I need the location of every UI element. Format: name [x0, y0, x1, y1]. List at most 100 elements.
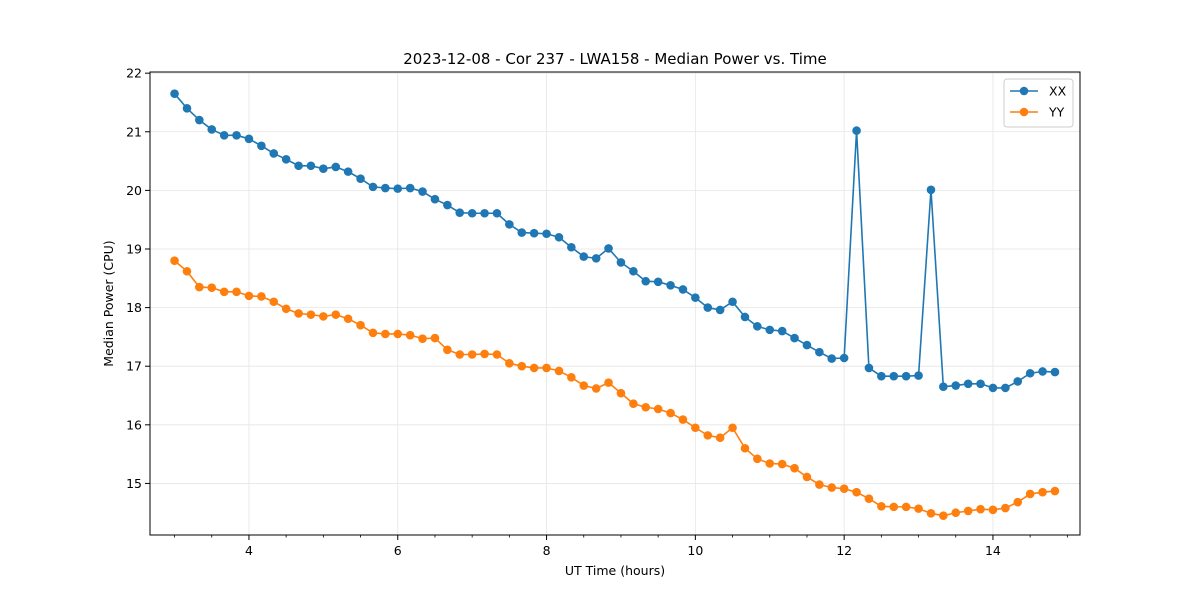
data-point-yy	[815, 480, 824, 489]
data-point-xx	[443, 200, 452, 210]
data-point-xx	[306, 161, 316, 171]
data-point-yy	[257, 292, 266, 301]
data-point-yy	[529, 363, 539, 373]
data-point-xx	[356, 174, 365, 183]
data-point-yy	[629, 399, 638, 409]
data-point-xx	[666, 281, 675, 290]
data-point-xx	[1013, 377, 1023, 386]
data-point-yy	[616, 388, 626, 398]
data-point-yy	[219, 287, 229, 297]
data-point-yy	[195, 282, 204, 292]
data-point-xx	[976, 379, 985, 389]
data-point-xx	[914, 371, 923, 380]
data-point-yy	[715, 433, 725, 443]
x-tick-label: 4	[245, 543, 253, 558]
data-point-xx	[381, 183, 390, 193]
data-point-yy	[306, 310, 316, 319]
data-point-xx	[232, 131, 241, 140]
data-point-xx	[480, 208, 489, 218]
data-point-yy	[542, 363, 551, 373]
data-point-yy	[393, 329, 403, 339]
data-point-xx	[653, 277, 663, 287]
data-point-yy	[170, 256, 179, 266]
data-point-yy	[777, 459, 787, 469]
data-point-xx	[182, 104, 192, 113]
data-point-xx	[1050, 367, 1060, 377]
data-point-xx	[257, 141, 266, 151]
data-point-yy	[1038, 487, 1047, 497]
data-point-xx	[331, 162, 341, 172]
data-point-xx	[319, 164, 328, 173]
data-point-yy	[579, 381, 589, 390]
data-point-xx	[244, 134, 254, 144]
legend: XX YY	[1003, 78, 1074, 128]
data-point-xx	[195, 115, 204, 125]
data-point-xx	[418, 187, 427, 196]
data-point-yy	[182, 266, 192, 276]
data-point-yy	[430, 333, 440, 343]
x-axis-ticks: 4 6 8 10 12 14	[174, 535, 1068, 558]
y-axis-label: Median Power (CPU)	[101, 240, 116, 366]
data-point-xx	[852, 126, 861, 135]
data-point-yy	[232, 287, 241, 297]
data-point-yy	[505, 358, 514, 368]
data-point-xx	[604, 244, 613, 253]
data-point-yy	[864, 494, 874, 503]
data-point-yy	[703, 431, 713, 440]
data-point-xx	[715, 305, 725, 315]
data-point-xx	[629, 266, 638, 276]
data-point-yy	[405, 330, 415, 340]
data-point-yy	[554, 366, 564, 376]
data-point-xx	[641, 276, 651, 286]
data-point-xx	[802, 340, 812, 350]
data-point-xx	[988, 383, 998, 393]
data-point-xx	[542, 229, 551, 239]
data-point-xx	[343, 167, 353, 176]
data-point-yy	[765, 459, 775, 468]
data-point-xx	[728, 297, 737, 307]
data-point-xx	[207, 125, 217, 134]
data-point-yy	[517, 361, 527, 371]
data-point-xx	[815, 347, 824, 357]
data-point-yy	[901, 502, 911, 512]
data-point-xx	[790, 333, 799, 343]
data-point-xx	[430, 194, 440, 204]
data-point-yy	[294, 309, 303, 318]
y-tick-label: 20	[126, 183, 142, 198]
data-point-yy	[1025, 489, 1035, 499]
legend-label-yy: YY	[1048, 105, 1065, 120]
x-tick-label: 14	[985, 543, 1001, 558]
data-point-yy	[691, 423, 700, 433]
data-point-xx	[467, 208, 477, 218]
data-point-yy	[244, 291, 254, 301]
data-point-xx	[951, 381, 961, 390]
data-point-xx	[765, 325, 775, 335]
y-tick-label: 21	[126, 124, 142, 139]
data-point-yy	[926, 509, 936, 518]
data-point-xx	[554, 232, 564, 242]
data-point-yy	[740, 443, 750, 453]
data-point-xx	[405, 183, 415, 193]
y-axis-ticks: 15 16 17 18 19 20 21 22	[126, 66, 150, 491]
y-tick-label: 15	[126, 476, 142, 491]
data-point-yy	[963, 506, 973, 516]
data-point-yy	[889, 502, 899, 512]
data-point-xx	[889, 371, 899, 381]
data-point-yy	[1001, 503, 1010, 513]
series-yy	[170, 256, 1060, 520]
data-point-xx	[839, 353, 849, 363]
data-point-yy	[839, 484, 849, 494]
data-point-xx	[492, 208, 502, 218]
legend-label-xx: XX	[1049, 84, 1067, 99]
data-point-xx	[616, 258, 626, 267]
data-point-yy	[455, 350, 465, 359]
x-tick-label: 8	[543, 543, 551, 558]
data-point-xx	[1038, 367, 1047, 376]
plot-frame	[149, 71, 1081, 536]
data-point-yy	[331, 310, 341, 319]
x-axis-label: UT Time (hours)	[565, 563, 665, 578]
y-tick-label: 18	[126, 300, 142, 315]
data-point-xx	[170, 89, 179, 98]
